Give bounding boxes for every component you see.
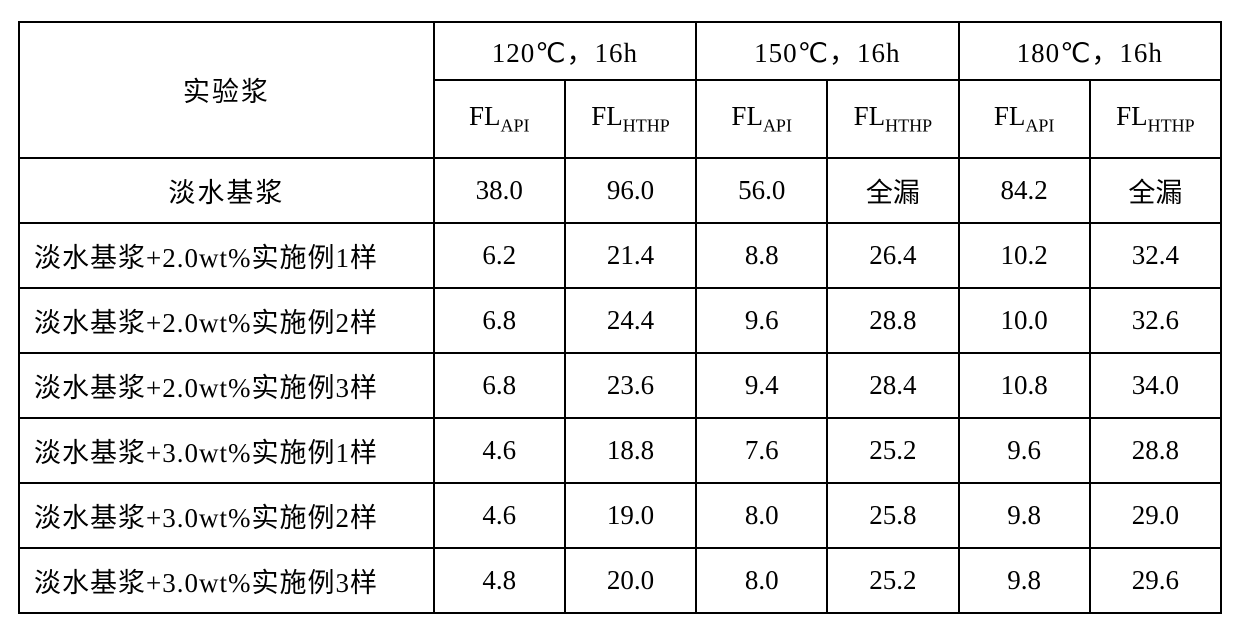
table-body: 淡水基浆 38.0 96.0 56.0 全漏 84.2 全漏 淡水基浆+2.0w… <box>19 158 1221 613</box>
subcol-150-api: FLAPI <box>696 80 827 158</box>
row-label: 淡水基浆+3.0wt%实施例2样 <box>19 483 434 548</box>
cell: 8.0 <box>696 483 827 548</box>
cell: 24.4 <box>565 288 696 353</box>
table-row: 淡水基浆+3.0wt%实施例2样 4.6 19.0 8.0 25.8 9.8 2… <box>19 483 1221 548</box>
subcol-120-hthp: FLHTHP <box>565 80 696 158</box>
cell: 34.0 <box>1090 353 1221 418</box>
cell: 84.2 <box>959 158 1090 223</box>
cell: 21.4 <box>565 223 696 288</box>
cell: 29.0 <box>1090 483 1221 548</box>
cell: 19.0 <box>565 483 696 548</box>
cell: 4.6 <box>434 483 565 548</box>
cell: 25.8 <box>827 483 958 548</box>
table-row: 淡水基浆+2.0wt%实施例2样 6.8 24.4 9.6 28.8 10.0 … <box>19 288 1221 353</box>
cell: 32.6 <box>1090 288 1221 353</box>
cell: 9.4 <box>696 353 827 418</box>
condition-150: 150℃，16h <box>696 22 958 80</box>
cell: 7.6 <box>696 418 827 483</box>
cell: 28.4 <box>827 353 958 418</box>
cell: 26.4 <box>827 223 958 288</box>
subcol-180-hthp: FLHTHP <box>1090 80 1221 158</box>
cell: 4.8 <box>434 548 565 613</box>
subcol-120-api: FLAPI <box>434 80 565 158</box>
corner-label-cell: 实验浆 <box>19 22 434 158</box>
table-row: 淡水基浆+2.0wt%实施例3样 6.8 23.6 9.4 28.4 10.8 … <box>19 353 1221 418</box>
cell: 32.4 <box>1090 223 1221 288</box>
cell: 6.8 <box>434 288 565 353</box>
cell: 20.0 <box>565 548 696 613</box>
cell: 23.6 <box>565 353 696 418</box>
cell: 9.8 <box>959 548 1090 613</box>
cell: 4.6 <box>434 418 565 483</box>
row-label: 淡水基浆+2.0wt%实施例2样 <box>19 288 434 353</box>
cell: 全漏 <box>827 158 958 223</box>
cell: 18.8 <box>565 418 696 483</box>
condition-180: 180℃，16h <box>959 22 1221 80</box>
table-row: 淡水基浆+2.0wt%实施例1样 6.2 21.4 8.8 26.4 10.2 … <box>19 223 1221 288</box>
cell: 38.0 <box>434 158 565 223</box>
cell: 8.0 <box>696 548 827 613</box>
cell: 8.8 <box>696 223 827 288</box>
cell: 28.8 <box>1090 418 1221 483</box>
experiment-table-container: 实验浆 120℃，16h 150℃，16h 180℃，16h FLAPI FLH… <box>18 21 1222 614</box>
cell: 56.0 <box>696 158 827 223</box>
cell: 25.2 <box>827 548 958 613</box>
cell: 25.2 <box>827 418 958 483</box>
cell: 96.0 <box>565 158 696 223</box>
cell: 6.8 <box>434 353 565 418</box>
cell: 29.6 <box>1090 548 1221 613</box>
subcol-180-api: FLAPI <box>959 80 1090 158</box>
cell: 10.8 <box>959 353 1090 418</box>
cell: 全漏 <box>1090 158 1221 223</box>
table-head: 实验浆 120℃，16h 150℃，16h 180℃，16h FLAPI FLH… <box>19 22 1221 158</box>
cell: 9.6 <box>696 288 827 353</box>
row-label: 淡水基浆+3.0wt%实施例3样 <box>19 548 434 613</box>
row-label: 淡水基浆+2.0wt%实施例1样 <box>19 223 434 288</box>
row-label: 淡水基浆+3.0wt%实施例1样 <box>19 418 434 483</box>
experiment-table: 实验浆 120℃，16h 150℃，16h 180℃，16h FLAPI FLH… <box>18 21 1222 614</box>
table-row: 淡水基浆+3.0wt%实施例1样 4.6 18.8 7.6 25.2 9.6 2… <box>19 418 1221 483</box>
condition-120: 120℃，16h <box>434 22 696 80</box>
cell: 10.2 <box>959 223 1090 288</box>
cell: 10.0 <box>959 288 1090 353</box>
cell: 9.8 <box>959 483 1090 548</box>
row-label: 淡水基浆 <box>19 158 434 223</box>
row-label: 淡水基浆+2.0wt%实施例3样 <box>19 353 434 418</box>
subcol-150-hthp: FLHTHP <box>827 80 958 158</box>
cell: 9.6 <box>959 418 1090 483</box>
header-row-conditions: 实验浆 120℃，16h 150℃，16h 180℃，16h <box>19 22 1221 80</box>
table-row: 淡水基浆+3.0wt%实施例3样 4.8 20.0 8.0 25.2 9.8 2… <box>19 548 1221 613</box>
corner-label: 实验浆 <box>183 77 270 107</box>
cell: 28.8 <box>827 288 958 353</box>
cell: 6.2 <box>434 223 565 288</box>
table-row: 淡水基浆 38.0 96.0 56.0 全漏 84.2 全漏 <box>19 158 1221 223</box>
